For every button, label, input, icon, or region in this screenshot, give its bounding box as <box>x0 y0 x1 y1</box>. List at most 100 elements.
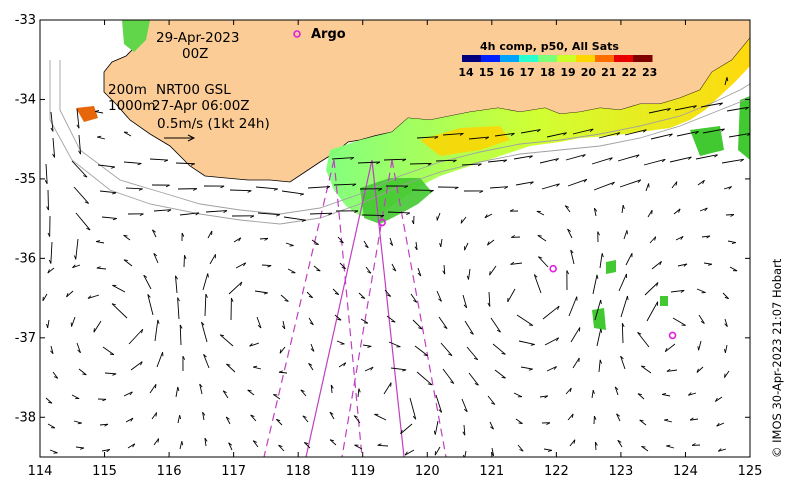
current-vector-head <box>201 321 205 326</box>
current-vector-head <box>54 376 59 379</box>
current-vector <box>125 187 143 190</box>
current-vector <box>207 230 213 239</box>
current-vector <box>624 129 647 136</box>
current-vector-head <box>429 190 434 193</box>
current-vector-head <box>599 359 602 364</box>
current-vector-head <box>450 381 455 384</box>
current-vector <box>490 317 501 333</box>
current-vector-head <box>309 322 314 326</box>
current-vector <box>662 393 671 397</box>
current-vector-head <box>519 449 524 452</box>
current-vector-head <box>202 411 206 416</box>
current-vector-head <box>700 320 705 324</box>
current-vector-head <box>635 154 640 158</box>
current-vector <box>252 440 259 448</box>
current-vector-head <box>157 438 160 443</box>
current-vector <box>47 423 56 429</box>
current-vector-head <box>66 293 69 298</box>
current-vector <box>307 186 330 189</box>
current-vector-head <box>250 215 255 218</box>
current-vector <box>700 102 723 108</box>
current-vector <box>309 212 333 215</box>
colorbar-segment <box>614 55 634 62</box>
current-vector <box>650 133 673 140</box>
current-vector <box>363 240 369 248</box>
current-vector-head <box>102 398 107 402</box>
current-vector <box>649 236 657 244</box>
colorbar-segment <box>576 55 596 62</box>
current-vector <box>202 412 205 421</box>
current-vector <box>462 294 468 308</box>
credit-label: © IMOS 30-Apr-2023 21:07 Hobart <box>770 258 784 458</box>
current-vector <box>338 362 346 368</box>
current-vector-head <box>501 376 506 379</box>
current-vector <box>78 368 87 376</box>
current-vector-head <box>553 366 557 370</box>
colorbar-segment <box>595 55 615 62</box>
current-vector <box>332 288 340 295</box>
current-vector <box>302 415 309 423</box>
current-vector <box>726 106 749 112</box>
current-vector-head <box>96 266 101 269</box>
current-vector-head <box>205 293 208 298</box>
current-vector <box>75 212 91 231</box>
current-vector <box>123 259 133 267</box>
current-vector <box>435 159 457 162</box>
current-vector <box>533 274 542 294</box>
current-vector-head <box>177 297 180 302</box>
current-vector-head <box>443 326 448 329</box>
current-vector-head <box>528 368 533 371</box>
current-vector-head <box>182 355 186 360</box>
current-vector <box>410 293 418 303</box>
argo-legend-marker <box>293 30 301 38</box>
current-vector <box>614 386 619 396</box>
current-vector <box>357 161 380 164</box>
current-vector-head <box>592 389 595 395</box>
current-vector <box>362 344 372 347</box>
current-vector <box>515 181 534 186</box>
current-vector-head <box>404 185 409 189</box>
current-vector-head <box>223 210 228 213</box>
current-vector-head <box>175 275 178 280</box>
current-vector <box>592 274 598 295</box>
current-vector-head <box>719 102 723 106</box>
current-vector <box>440 238 443 247</box>
current-vector-head <box>226 363 231 366</box>
current-vectors <box>42 77 750 457</box>
current-vector <box>255 186 278 190</box>
current-vector <box>336 340 345 345</box>
current-vector-head <box>609 157 613 161</box>
current-vector-head <box>427 163 432 166</box>
sst-band <box>326 38 750 216</box>
current-vector-head <box>203 354 207 358</box>
current-vector <box>442 368 455 384</box>
current-vector <box>572 128 594 135</box>
current-vector-head <box>404 451 408 456</box>
current-vector <box>104 372 117 375</box>
current-vector <box>306 291 313 298</box>
lat-tick-label: -37 <box>15 331 36 346</box>
current-vector-head <box>300 389 305 392</box>
current-vector <box>282 320 286 330</box>
current-vector <box>278 444 285 452</box>
current-vector <box>256 316 262 329</box>
current-vector <box>45 163 48 184</box>
current-vector-head <box>367 271 372 274</box>
current-vector-head <box>220 185 225 189</box>
current-vector-head <box>86 227 91 231</box>
current-vector <box>374 413 387 421</box>
lon-tick-label: 123 <box>608 464 633 479</box>
current-vector <box>543 448 552 451</box>
current-vector <box>95 111 104 114</box>
current-vector <box>389 237 394 246</box>
current-vector <box>97 136 106 140</box>
current-vector-head <box>518 422 523 425</box>
current-vector <box>648 107 671 114</box>
current-vector <box>598 359 601 373</box>
current-vector-head <box>414 246 418 251</box>
current-vector <box>127 443 136 449</box>
current-vector-head <box>714 154 718 158</box>
current-vector <box>123 161 142 164</box>
current-vector-head <box>680 289 685 293</box>
current-vector-head <box>418 327 423 330</box>
